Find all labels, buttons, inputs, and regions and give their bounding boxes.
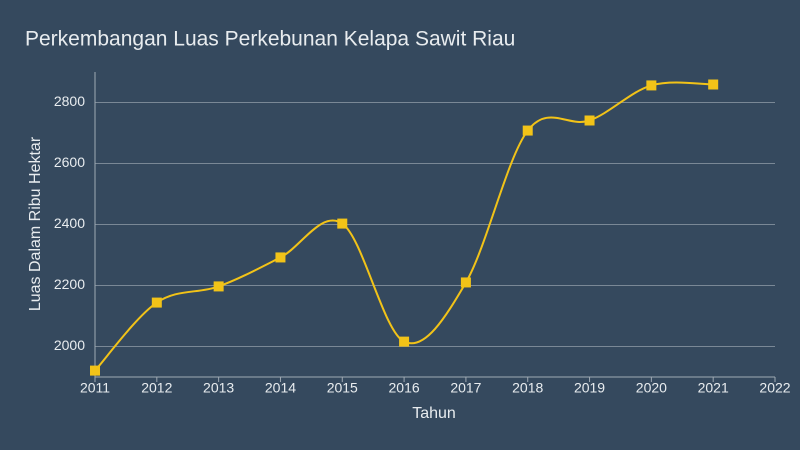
x-tick-label: 2019 — [574, 380, 605, 396]
marker — [151, 297, 162, 308]
marker — [522, 125, 533, 136]
marker — [584, 115, 595, 126]
y-tick-label: 2400 — [54, 215, 85, 231]
x-axis-label: Tahun — [412, 405, 456, 422]
y-axis-label: Luas Dalam Ribu Hektar — [27, 136, 44, 311]
x-tick-label: 2020 — [636, 380, 667, 396]
x-tick-label: 2013 — [203, 380, 234, 396]
marker — [460, 277, 471, 288]
marker — [708, 79, 719, 90]
x-tick-label: 2022 — [759, 380, 790, 396]
marker — [646, 80, 657, 91]
marker — [90, 365, 100, 376]
x-tick-label: 2015 — [327, 380, 358, 396]
y-tick-label: 2800 — [54, 93, 85, 109]
x-tick-label: 2018 — [512, 380, 543, 396]
marker — [399, 336, 410, 347]
marker — [337, 218, 348, 229]
x-tick-label: 2014 — [265, 380, 296, 396]
x-tick-label: 2012 — [141, 380, 172, 396]
chart-title: Perkembangan Luas Perkebunan Kelapa Sawi… — [25, 28, 515, 51]
x-tick-label: 2017 — [450, 380, 481, 396]
y-tick-label: 2200 — [54, 276, 85, 292]
x-tick-label: 2011 — [80, 380, 110, 396]
marker — [275, 252, 286, 263]
x-tick-label: 2021 — [698, 380, 729, 396]
y-tick-label: 2600 — [54, 154, 85, 170]
marker — [213, 281, 224, 292]
x-tick-label: 2016 — [389, 380, 420, 396]
y-tick-label: 2000 — [54, 337, 85, 353]
